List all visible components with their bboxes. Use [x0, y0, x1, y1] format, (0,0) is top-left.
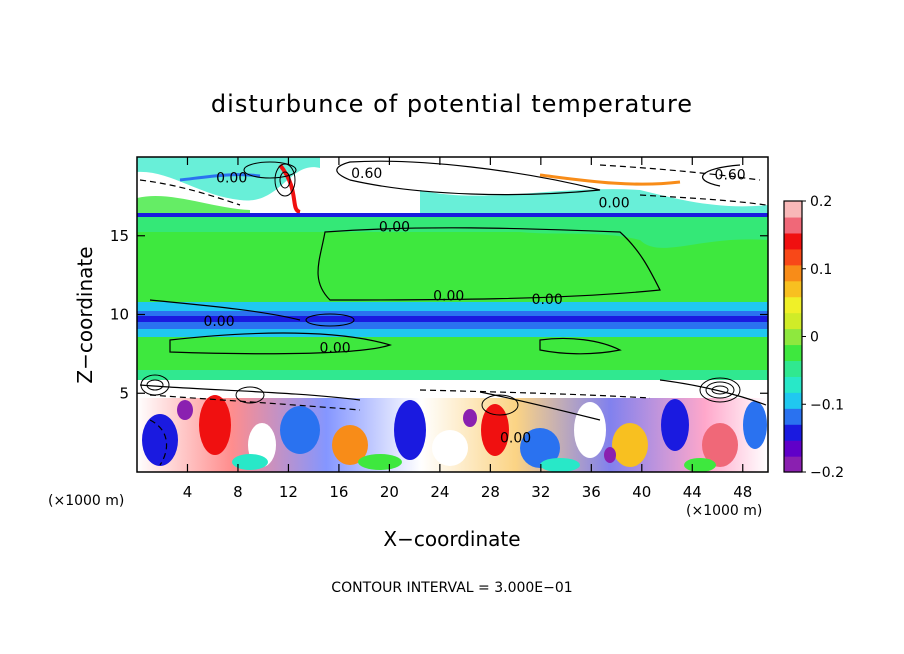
colorbar-tick-label: 0	[810, 330, 819, 346]
x-tick-label: 16	[329, 483, 348, 501]
colorbar-swatch	[784, 280, 802, 298]
contour-interval-footer: CONTOUR INTERVAL = 3.000E−01	[331, 580, 572, 596]
contour-label-layer: 0.00 0.60 0.60 0.00 0.00 0.00 0.00 0.00 0.00 0.00	[203, 166, 746, 447]
field-top-warm-2	[539, 173, 681, 186]
colorbar-tick-label: −0.1	[810, 397, 844, 413]
contour-label: 0.00	[532, 292, 563, 308]
y-tick-label: 10	[110, 306, 129, 324]
field-turbulent-blobs	[142, 395, 767, 472]
contour-lines-dashed	[139, 164, 767, 466]
colorbar-tick-label: −0.2	[810, 465, 844, 481]
x-tick-label: 36	[582, 483, 601, 501]
colorbar-swatch	[784, 344, 802, 362]
x-tick-label: 8	[233, 483, 243, 501]
contour-label: 0.60	[715, 167, 746, 183]
x-tick-label: 40	[632, 483, 651, 501]
colorbar-swatch	[784, 264, 802, 282]
colorbar-swatch	[784, 296, 802, 314]
field-cold-line	[137, 213, 768, 217]
colorbar-swatch	[784, 216, 802, 234]
colorbar-swatch	[784, 248, 802, 266]
field-top-streak	[137, 157, 320, 201]
y-axis-label: Z−coordinate	[73, 246, 97, 383]
x-tick-label: 28	[481, 483, 500, 501]
x-unit-right: (×1000 m)	[686, 503, 762, 519]
colorbar-swatch	[784, 456, 802, 473]
field-cold-band-edge-2	[137, 329, 768, 337]
y-axis: 5 10 15	[110, 227, 768, 402]
field-mid-cyan	[137, 217, 768, 248]
y-tick-label: 5	[119, 384, 129, 402]
x-tick-label: 20	[380, 483, 399, 501]
contour-label: 0.00	[500, 430, 531, 446]
contour-label: 0.60	[351, 166, 382, 182]
x-tick-label: 32	[531, 483, 550, 501]
x-tick-label: 44	[683, 483, 702, 501]
x-tick-label: 4	[183, 483, 193, 501]
field-cold-band-core	[137, 316, 768, 322]
x-axis: 4 8 12 16 20 24 28 32 36 40 44 48	[183, 157, 752, 501]
colorbar-swatch	[784, 360, 802, 377]
field-lower-cyan	[137, 370, 768, 380]
x-tick-label: 48	[733, 483, 752, 501]
contour-label: 0.00	[433, 289, 464, 305]
colorbar-swatch	[784, 376, 802, 393]
colorbar-swatch	[784, 328, 802, 346]
contour-clusters	[140, 161, 741, 416]
colorbar-swatch	[784, 440, 802, 457]
chart-title: disturbunce of potential temperature	[211, 90, 693, 118]
colorbar-swatch	[784, 201, 802, 218]
field-top-streak-2	[137, 195, 250, 215]
contour-label: 0.00	[598, 196, 629, 212]
colorbar-tick-label: 0.2	[810, 194, 832, 210]
field-cold-band-edge	[137, 302, 768, 312]
contour-label: 0.00	[320, 341, 351, 357]
colorbar-swatch	[784, 232, 802, 250]
x-tick-label: 24	[430, 483, 449, 501]
x-unit-left: (×1000 m)	[48, 493, 124, 509]
field-top-streak-3	[420, 189, 768, 215]
colorbar-swatch	[784, 408, 802, 425]
contour-lines	[139, 160, 767, 421]
colorbar-tick-label: 0.1	[810, 262, 832, 278]
contour-label: 0.00	[379, 219, 410, 235]
colorbar-swatch	[784, 312, 802, 330]
y-tick-label: 15	[110, 227, 129, 245]
colorbar-swatch	[784, 392, 802, 409]
plot-area: 0.00 0.60 0.60 0.00 0.00 0.00 0.00 0.00 0.00 0.00	[137, 157, 768, 472]
x-axis-label: X−coordinate	[383, 527, 520, 551]
colorbar-swatch	[784, 424, 802, 441]
colorbar: 0.2 0.1 0 −0.1 −0.2	[783, 194, 844, 481]
contour-label: 0.00	[216, 170, 247, 186]
contour-label: 0.00	[203, 314, 234, 330]
x-tick-label: 12	[279, 483, 298, 501]
